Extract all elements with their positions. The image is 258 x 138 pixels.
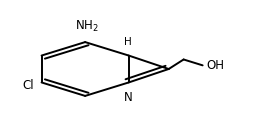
Text: H: H [124,37,131,47]
Text: NH$_2$: NH$_2$ [75,19,98,34]
Text: Cl: Cl [22,79,34,92]
Text: N: N [124,91,133,104]
Text: OH: OH [206,59,224,72]
